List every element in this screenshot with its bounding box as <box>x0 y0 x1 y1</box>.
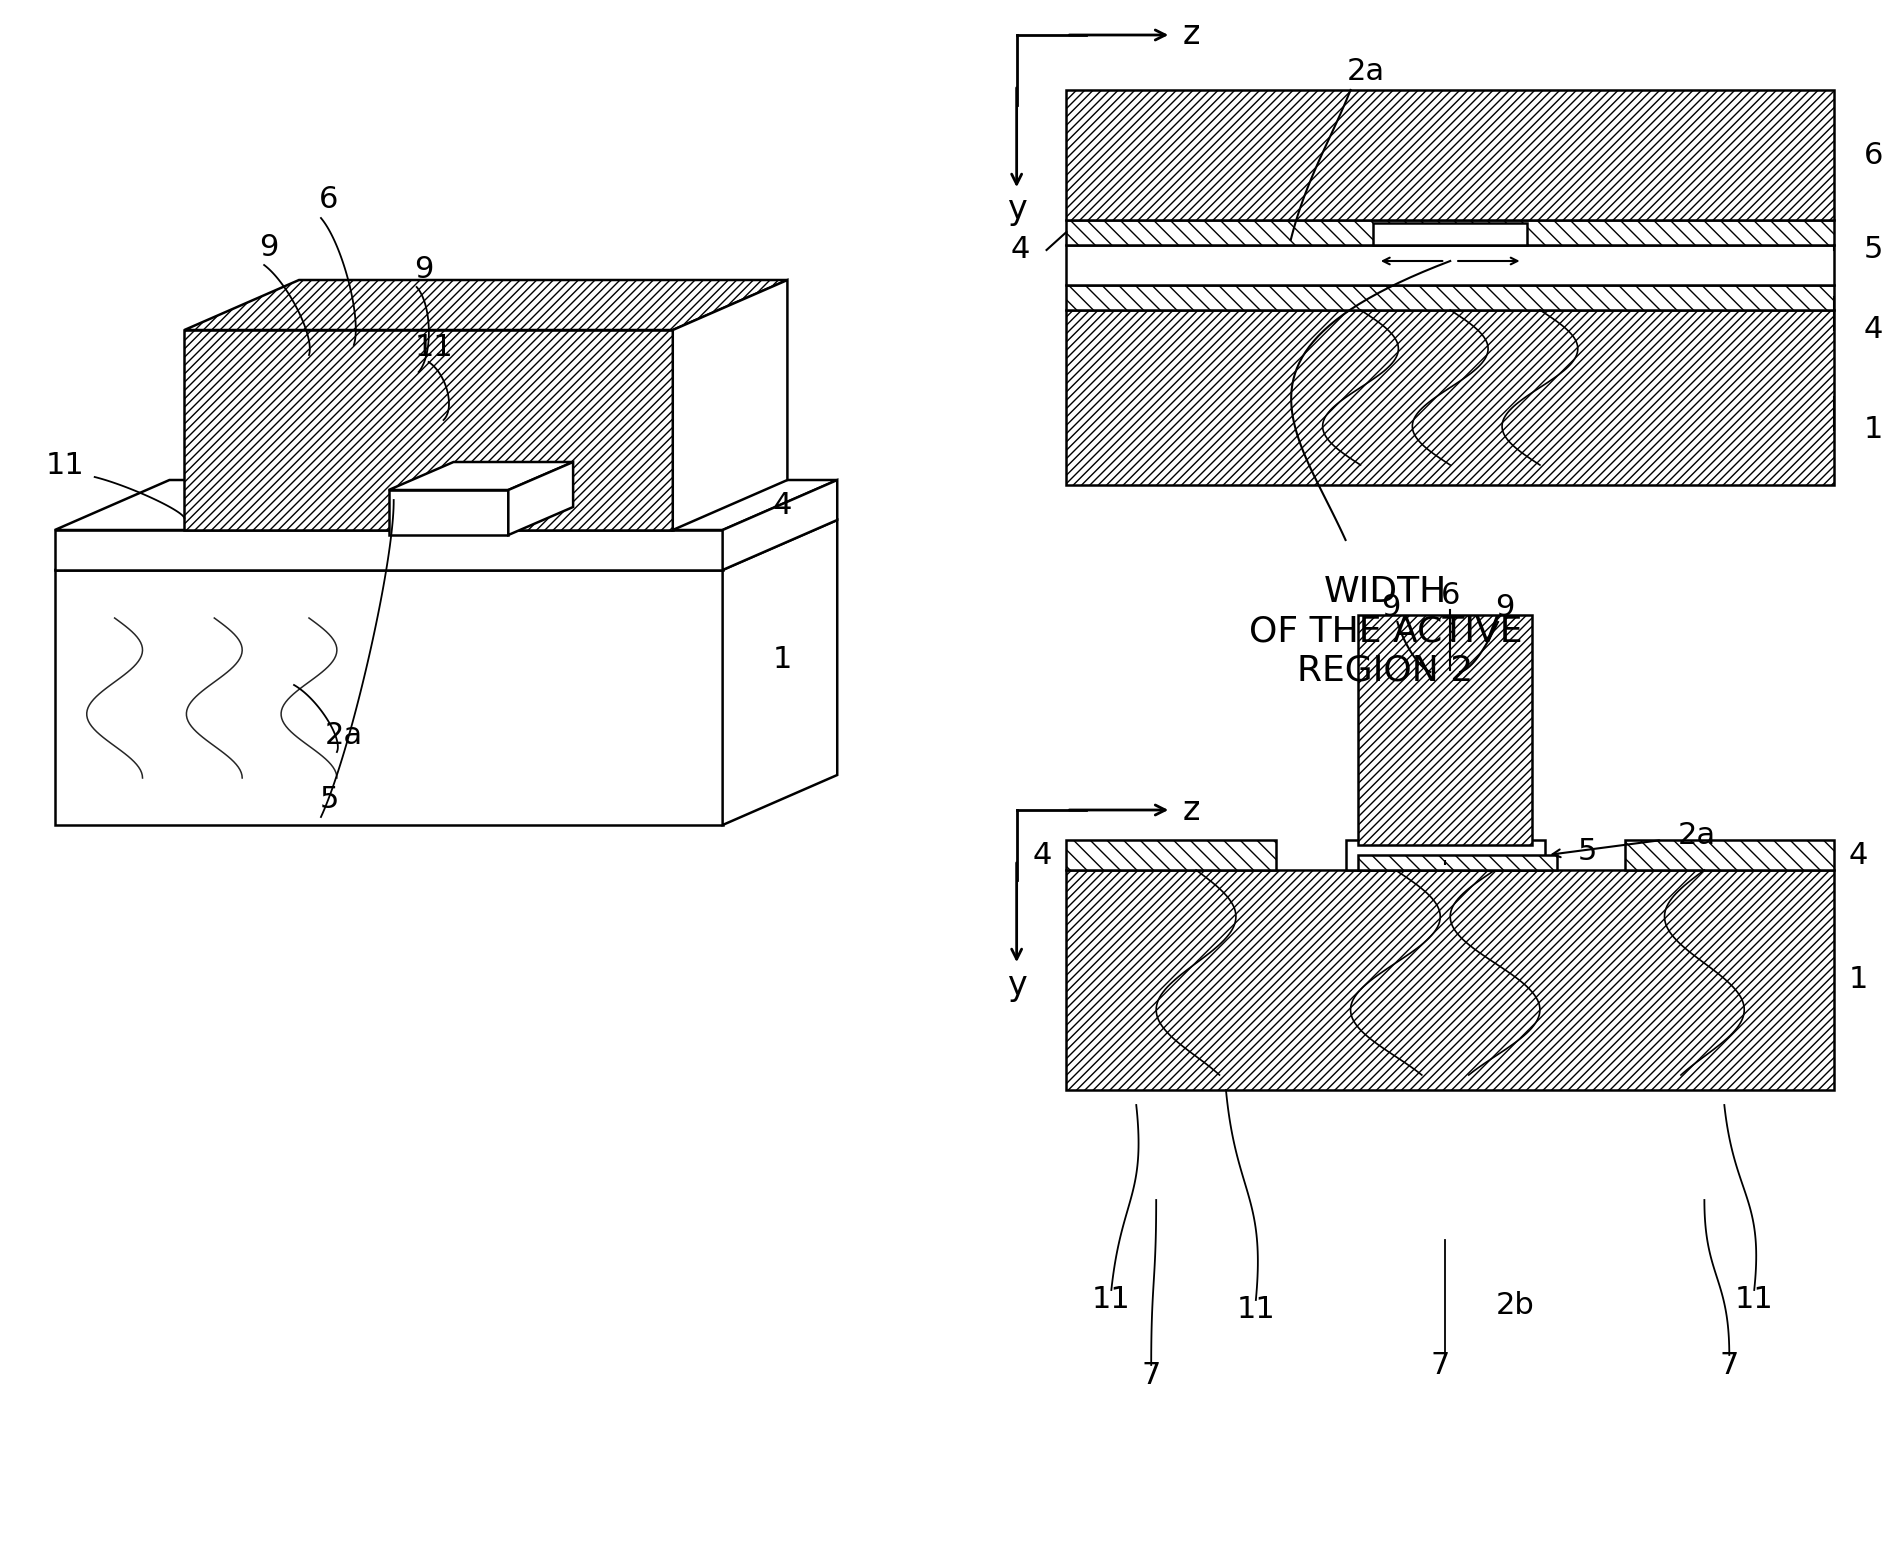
Text: 11: 11 <box>1734 1285 1774 1314</box>
Polygon shape <box>55 570 723 825</box>
Bar <box>1066 839 1276 871</box>
Text: y: y <box>1008 194 1027 227</box>
Text: 2a: 2a <box>325 721 362 750</box>
Polygon shape <box>723 520 838 825</box>
Bar <box>1374 224 1527 245</box>
Text: 4: 4 <box>1849 841 1868 869</box>
Polygon shape <box>185 330 674 530</box>
Bar <box>1066 309 1834 485</box>
Text: 9: 9 <box>1381 594 1400 622</box>
Text: z: z <box>1183 794 1200 827</box>
Text: 2b: 2b <box>1496 1291 1534 1319</box>
Text: 7: 7 <box>1430 1350 1449 1380</box>
Text: 5: 5 <box>1864 236 1883 264</box>
Text: 5: 5 <box>1578 838 1596 866</box>
Polygon shape <box>389 489 508 535</box>
Text: 4: 4 <box>774 491 793 519</box>
Text: 7: 7 <box>1719 1350 1740 1380</box>
Text: 4: 4 <box>1010 236 1030 264</box>
Polygon shape <box>389 463 574 489</box>
Polygon shape <box>185 280 787 330</box>
Bar <box>1066 220 1834 245</box>
Text: 1: 1 <box>1849 966 1868 994</box>
Text: 11: 11 <box>1093 1285 1130 1314</box>
Bar <box>1345 839 1545 871</box>
Text: 6: 6 <box>1864 141 1883 169</box>
Polygon shape <box>55 530 723 570</box>
Text: 11: 11 <box>1236 1296 1276 1324</box>
Bar <box>1066 284 1834 309</box>
Text: 1: 1 <box>1864 416 1883 444</box>
Text: 9: 9 <box>259 233 279 263</box>
Text: z: z <box>1183 19 1200 52</box>
Text: 6: 6 <box>319 186 338 214</box>
Text: 11: 11 <box>45 450 85 480</box>
Polygon shape <box>508 463 574 535</box>
Polygon shape <box>55 520 838 570</box>
Text: 6: 6 <box>1440 580 1461 610</box>
Polygon shape <box>55 480 838 530</box>
Bar <box>1359 614 1532 846</box>
Bar <box>1625 839 1834 871</box>
Text: y: y <box>1008 969 1027 1002</box>
Text: 2a: 2a <box>1347 58 1385 86</box>
Text: 9: 9 <box>1495 594 1515 622</box>
Text: WIDTH
OF THE ACTIVE
REGION 2: WIDTH OF THE ACTIVE REGION 2 <box>1249 575 1523 688</box>
Text: 7: 7 <box>1142 1360 1161 1390</box>
Text: 1: 1 <box>774 646 793 675</box>
Bar <box>1066 91 1834 220</box>
Bar <box>1359 855 1557 871</box>
Text: 9: 9 <box>413 255 434 284</box>
Bar <box>1066 871 1834 1089</box>
Bar <box>1066 245 1834 284</box>
Text: 4: 4 <box>1864 316 1883 344</box>
Text: 4: 4 <box>1032 841 1051 869</box>
Text: 5: 5 <box>319 786 338 814</box>
Text: 11: 11 <box>413 333 453 363</box>
Polygon shape <box>723 480 838 570</box>
Polygon shape <box>674 280 787 530</box>
Text: 2a: 2a <box>1678 821 1715 850</box>
